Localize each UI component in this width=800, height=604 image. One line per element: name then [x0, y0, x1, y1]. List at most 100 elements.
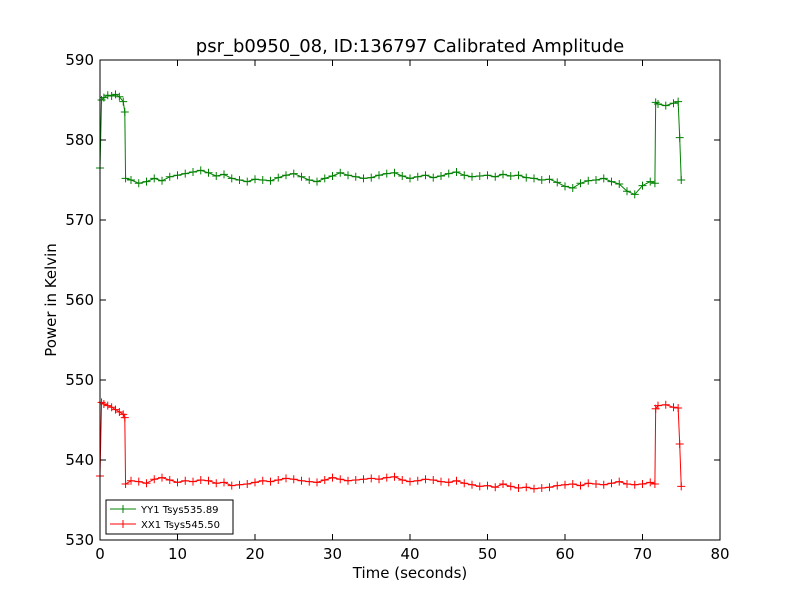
x-tick-label: 60 [555, 545, 574, 563]
data-point [204, 168, 213, 177]
data-point [630, 190, 639, 199]
data-point [460, 479, 469, 488]
data-point [212, 479, 221, 488]
data-point [421, 171, 430, 180]
data-point [675, 440, 684, 448]
data-point [120, 413, 129, 422]
data-point [165, 476, 174, 484]
data-point [599, 480, 608, 489]
data-point [429, 476, 438, 484]
data-point [406, 477, 414, 486]
data-point [266, 477, 275, 486]
y-tick-label: 570 [65, 211, 94, 229]
data-point [650, 480, 659, 488]
data-point [561, 182, 569, 191]
y-tick-label: 560 [65, 291, 94, 309]
data-point [413, 476, 422, 485]
data-point [561, 480, 569, 489]
data-point [375, 475, 383, 484]
data-point [444, 169, 453, 178]
data-point [382, 473, 391, 482]
data-point [181, 476, 190, 485]
data-point [638, 480, 647, 488]
legend-box [105, 499, 234, 535]
data-point [328, 473, 337, 482]
data-point [107, 92, 116, 100]
data-point [537, 176, 546, 184]
data-point [669, 403, 678, 412]
data-point [406, 174, 414, 183]
data-point [344, 476, 352, 485]
data-point [661, 400, 670, 409]
data-point [483, 481, 492, 490]
data-point [282, 474, 290, 483]
data-point [475, 482, 484, 491]
data-point [115, 92, 124, 101]
data-point [677, 176, 686, 184]
data-point [677, 482, 686, 491]
y-tick-label: 530 [65, 531, 94, 549]
data-point [158, 176, 166, 185]
series-line [99, 401, 682, 490]
x-tick-label: 10 [168, 545, 187, 563]
data-point [274, 173, 283, 182]
data-point [650, 179, 659, 188]
legend: YY1 Tsys535.89 XX1 Tsys545.50 [105, 499, 234, 535]
data-point [654, 100, 662, 108]
data-point [367, 173, 376, 182]
data-point [320, 476, 329, 484]
data-point [413, 172, 422, 181]
data-point [258, 176, 267, 184]
data-point [452, 168, 461, 176]
plot-area: 0 10 20 30 40 50 60 70 80 530 540 550 560 570 580 590 [65, 51, 729, 563]
data-point [127, 476, 135, 485]
data-point [103, 91, 112, 100]
data-point [475, 172, 484, 180]
data-point [251, 175, 259, 184]
data-point [367, 474, 376, 483]
data-point [103, 401, 112, 410]
data-point [189, 168, 197, 176]
data-point [119, 410, 128, 419]
data-point [491, 483, 500, 492]
data-point [243, 177, 252, 186]
data-point [134, 179, 143, 188]
data-point [165, 172, 174, 181]
y-tick-label: 540 [65, 451, 94, 469]
data-point [297, 476, 306, 485]
data-point [336, 168, 345, 177]
data-point [646, 478, 655, 487]
data-point [398, 476, 407, 484]
data-point [305, 477, 314, 486]
x-tick-label: 0 [95, 545, 105, 563]
x-tick-label: 50 [478, 545, 497, 563]
data-point [375, 171, 383, 180]
data-point [127, 176, 135, 184]
data-point [499, 480, 507, 488]
data-point [120, 108, 129, 116]
data-point [359, 475, 368, 484]
data-point [196, 166, 205, 175]
series-line [99, 93, 682, 195]
data-point [142, 479, 151, 488]
data-point [669, 99, 678, 108]
data-point [351, 172, 360, 181]
data-point [320, 174, 329, 183]
data-point [522, 483, 531, 492]
data-point [615, 477, 624, 486]
data-point [506, 482, 515, 491]
data-point [313, 478, 321, 487]
data-point [220, 170, 228, 179]
series-1 [96, 398, 686, 493]
data-point [468, 172, 476, 181]
data-point [545, 175, 554, 184]
data-point [468, 480, 476, 489]
data-point [119, 97, 128, 106]
data-point [437, 477, 445, 486]
data-point [530, 484, 538, 493]
series-0 [96, 90, 686, 199]
data-point [607, 479, 616, 488]
plot-frame [99, 59, 721, 541]
data-point [121, 480, 130, 488]
data-point [630, 480, 639, 489]
